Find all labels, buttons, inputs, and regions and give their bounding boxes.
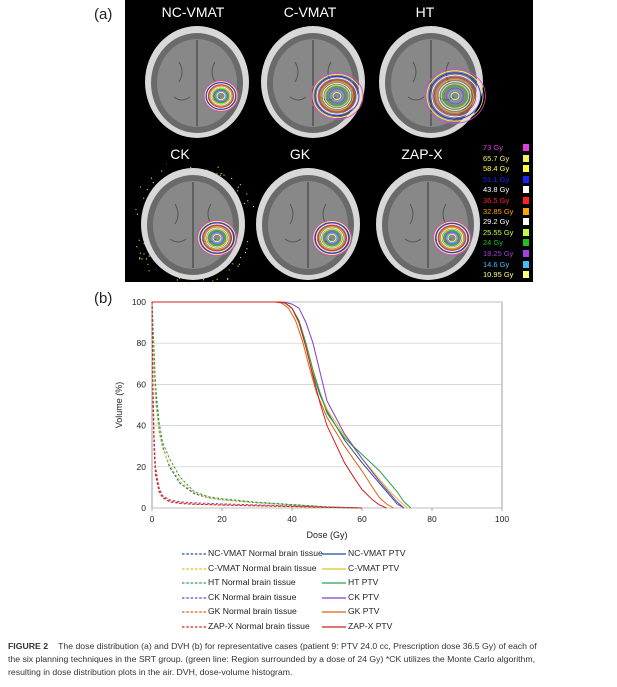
dose-legend-swatch [523, 197, 529, 204]
dvh-legend-label: C-VMAT PTV [348, 563, 399, 573]
dose-legend-swatch [523, 250, 529, 257]
dvh-legend-swatch [182, 579, 206, 587]
dvh-legend-label: GK Normal brain tissue [208, 606, 297, 616]
x-tick-label: 80 [427, 514, 437, 524]
caption-line-2: the six planning techniques in the SRT g… [8, 653, 608, 666]
dose-legend-item: 10.95 Gy [483, 270, 531, 281]
brain-scan-gk [250, 164, 370, 284]
dvh-legend-swatch [322, 550, 346, 558]
dose-legend-label: 58.4 Gy [483, 164, 509, 173]
dvh-legend-swatch [322, 565, 346, 573]
dose-legend-swatch [523, 165, 529, 172]
dose-legend-label: 29.2 Gy [483, 217, 509, 226]
dvh-legend-swatch [182, 594, 206, 602]
figure-caption: FIGURE 2 The dose distribution (a) and DV… [8, 640, 608, 679]
caption-line-1: The dose distribution (a) and DVH (b) fo… [58, 641, 537, 651]
scan-title-ht: HT [365, 4, 485, 20]
dose-legend-label: 36.5 Gy [483, 196, 509, 205]
dose-legend-label: 73 Gy [483, 143, 503, 152]
dose-legend-label: 32.85 Gy [483, 207, 513, 216]
caption-line-3: resulting in dose distribution plots in … [8, 666, 608, 679]
dvh-legend-swatch [182, 565, 206, 573]
brain-scan-ht [373, 22, 493, 142]
dvh-legend-label: NC-VMAT Normal brain tissue [208, 548, 323, 558]
dvh-legend-label: ZAP-X Normal brain tissue [208, 621, 310, 631]
dvh-legend-label: HT Normal brain tissue [208, 577, 296, 587]
dvh-legend-label: GK PTV [348, 606, 380, 616]
dose-legend-swatch [523, 155, 529, 162]
dose-legend-item: 73 Gy [483, 143, 531, 154]
scan-title-gk: GK [240, 146, 360, 162]
brain-scan-nc-vmat [139, 22, 259, 142]
dose-legend-item: 58.4 Gy [483, 164, 531, 175]
dvh-legend-label: HT PTV [348, 577, 378, 587]
dose-legend-label: 51.1 Gy [483, 175, 509, 184]
dvh-legend-swatch [322, 608, 346, 616]
dvh-legend-swatch [322, 623, 346, 631]
dose-legend-swatch [523, 208, 529, 215]
dose-legend-swatch [523, 186, 529, 193]
dose-legend-label: 10.95 Gy [483, 270, 513, 279]
dose-legend-item: 65.7 Gy [483, 154, 531, 165]
dvh-legend: NC-VMAT Normal brain tissue NC-VMAT PTV C-… [150, 548, 450, 638]
dose-legend-item: 43.8 Gy [483, 185, 531, 196]
dose-legend-swatch [523, 261, 529, 268]
panel-a-label: (a) [94, 6, 112, 23]
dvh-legend-label: CK PTV [348, 592, 379, 602]
x-tick-label: 20 [217, 514, 227, 524]
y-tick-label: 100 [132, 297, 146, 307]
dose-legend-swatch [523, 229, 529, 236]
brain-scan-ck [135, 164, 255, 284]
x-tick-label: 100 [495, 514, 509, 524]
x-tick-label: 60 [357, 514, 367, 524]
dose-legend-item: 24 Gy [483, 238, 531, 249]
dose-legend-label: 25.55 Gy [483, 228, 513, 237]
dose-legend-swatch [523, 176, 529, 183]
brain-scan-zap-x [370, 164, 490, 284]
dose-legend-item: 32.85 Gy [483, 207, 531, 218]
x-axis-label: Dose (Gy) [306, 530, 347, 540]
brain-scan-c-vmat [255, 22, 375, 142]
dose-legend-item: 51.1 Gy [483, 175, 531, 186]
dvh-legend-label: ZAP-X PTV [348, 621, 392, 631]
dose-legend-item: 14.6 Gy [483, 260, 531, 271]
dose-legend-swatch [523, 144, 529, 151]
x-tick-label: 40 [287, 514, 297, 524]
y-tick-label: 0 [141, 503, 146, 513]
y-tick-label: 60 [137, 379, 147, 389]
y-axis-label: Volume (%) [114, 382, 124, 429]
dose-legend-item: 36.5 Gy [483, 196, 531, 207]
dvh-legend-swatch [322, 579, 346, 587]
figure-label: FIGURE 2 [8, 641, 48, 651]
dvh-legend-swatch [182, 550, 206, 558]
scan-title-ck: CK [120, 146, 240, 162]
dvh-legend-label: NC-VMAT PTV [348, 548, 405, 558]
dose-legend-item: 18.25 Gy [483, 249, 531, 260]
scan-title-c-vmat: C-VMAT [250, 4, 370, 20]
x-tick-label: 0 [150, 514, 155, 524]
dose-legend-label: 18.25 Gy [483, 249, 513, 258]
dose-legend-label: 65.7 Gy [483, 154, 509, 163]
scan-title-nc-vmat: NC-VMAT [133, 4, 253, 20]
dvh-legend-label: CK Normal brain tissue [208, 592, 296, 602]
dvh-chart: 0 20 40 60 80 100 0 20 40 60 80 100 Dose (Gy) Volume … [100, 290, 520, 545]
dvh-legend-swatch [182, 608, 206, 616]
dose-legend-label: 24 Gy [483, 238, 503, 247]
dvh-legend-swatch [182, 623, 206, 631]
y-tick-label: 40 [137, 421, 147, 431]
plot-area [152, 302, 502, 508]
dose-legend-swatch [523, 271, 529, 278]
dvh-legend-label: C-VMAT Normal brain tissue [208, 563, 317, 573]
dose-legend-swatch [523, 239, 529, 246]
dose-distribution-panel: NC-VMAT C-VMAT HT CK GK ZAP-X 73 Gy 65.7 … [125, 0, 533, 282]
dose-legend-item: 29.2 Gy [483, 217, 531, 228]
dose-legend-swatch [523, 218, 529, 225]
dose-legend-item: 25.55 Gy [483, 228, 531, 239]
dose-legend-label: 14.6 Gy [483, 260, 509, 269]
scan-title-zap-x: ZAP-X [362, 146, 482, 162]
dvh-legend-swatch [322, 594, 346, 602]
y-tick-label: 20 [137, 462, 147, 472]
dose-legend-label: 43.8 Gy [483, 185, 509, 194]
y-tick-label: 80 [137, 338, 147, 348]
